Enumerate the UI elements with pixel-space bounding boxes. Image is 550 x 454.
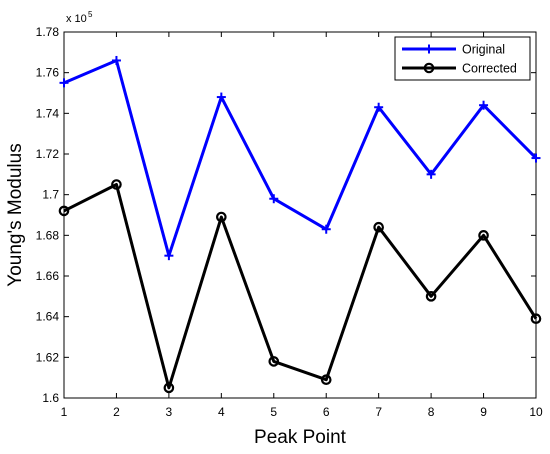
x-tick-label: 3 bbox=[166, 405, 173, 419]
data-point-corrected bbox=[320, 374, 332, 385]
data-point-original bbox=[216, 92, 226, 102]
legend-marker-symbol bbox=[424, 44, 434, 54]
y-tick-label: 1.78 bbox=[36, 25, 60, 39]
data-point-corrected bbox=[163, 382, 175, 394]
y-tick-label: 1.68 bbox=[36, 228, 60, 242]
data-point-corrected bbox=[216, 211, 227, 223]
y-tick-label: 1.62 bbox=[36, 350, 60, 364]
x-tick-label: 4 bbox=[218, 405, 225, 419]
series-line-original bbox=[63, 58, 538, 258]
data-point-corrected bbox=[373, 221, 384, 233]
legend-marker-original bbox=[424, 44, 434, 54]
data-point-original bbox=[59, 78, 69, 88]
y-tick-label: 1.6 bbox=[42, 391, 59, 405]
y-tick-label: 1.74 bbox=[36, 106, 60, 120]
data-point-original bbox=[426, 169, 436, 179]
y-multiplier-label: x 10 bbox=[66, 13, 87, 25]
legend-marker-corrected bbox=[423, 62, 435, 74]
y-axis-title: Young's Modulus bbox=[5, 143, 26, 286]
legend-box bbox=[394, 36, 531, 81]
y-tick-label: 1.76 bbox=[36, 66, 60, 80]
y-multiplier-exponent: 5 bbox=[88, 10, 93, 19]
x-tick-label: 10 bbox=[529, 405, 543, 419]
y-tick-label: 1.66 bbox=[36, 269, 60, 283]
y-tick-label: 1.72 bbox=[36, 147, 60, 161]
series-layer bbox=[58, 55, 542, 394]
legend-marker-symbol bbox=[423, 62, 435, 74]
data-point-original bbox=[479, 100, 489, 110]
y-tick-label: 1.7 bbox=[42, 188, 59, 202]
data-point-corrected bbox=[58, 205, 70, 217]
data-point-original bbox=[321, 224, 331, 234]
x-tick-label: 1 bbox=[61, 405, 68, 419]
legend-label-corrected: Corrected bbox=[462, 62, 517, 76]
x-tick-label: 2 bbox=[113, 405, 120, 419]
axis-ticks: 1 2 3 4 5 6 7 8 9 10 1.6 1.62 1.64 1.66 1.68 1.7 1.72 1.7… bbox=[36, 25, 543, 419]
x-tick-label: 5 bbox=[270, 405, 277, 419]
data-point-original bbox=[374, 102, 384, 112]
data-point-corrected bbox=[425, 291, 437, 302]
data-point-original bbox=[269, 194, 279, 204]
y-tick-label: 1.64 bbox=[36, 310, 60, 324]
data-point-corrected bbox=[478, 230, 489, 241]
legend-label-original: Original bbox=[462, 43, 505, 57]
data-point-original bbox=[164, 251, 174, 261]
x-tick-label: 9 bbox=[480, 405, 487, 419]
x-tick-label: 7 bbox=[375, 405, 382, 419]
data-point-corrected bbox=[111, 179, 122, 190]
data-point-corrected bbox=[530, 313, 542, 324]
series-line-corrected bbox=[63, 183, 538, 390]
x-tick-label: 8 bbox=[428, 405, 435, 419]
data-point-original bbox=[531, 153, 541, 163]
x-tick-label: 6 bbox=[323, 405, 330, 419]
x-axis-title: Peak Point bbox=[254, 427, 347, 448]
data-point-corrected bbox=[268, 356, 280, 367]
legend: Original Corrected bbox=[394, 36, 531, 81]
data-point-original bbox=[111, 55, 121, 65]
